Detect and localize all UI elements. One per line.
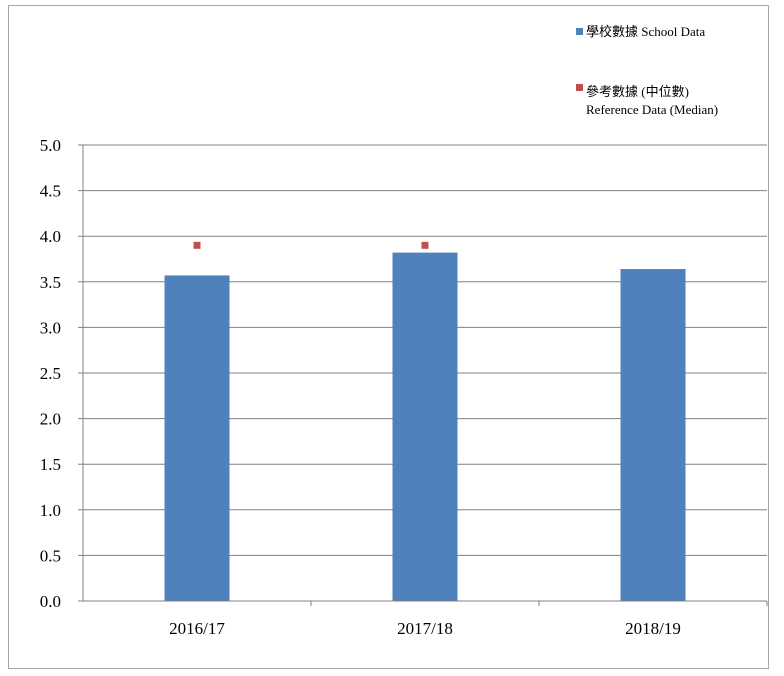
y-tick-label: 5.0 (40, 136, 61, 155)
x-tick-label: 2017/18 (397, 619, 453, 638)
bar-school-2017-18 (392, 252, 458, 601)
bar-school-2016-17 (164, 275, 230, 601)
y-tick-label: 3.0 (40, 318, 61, 337)
y-tick-label: 3.5 (40, 273, 61, 292)
legend: 學校數據 School Data 參考數據 (中位數) Reference Da… (576, 24, 718, 117)
x-tick-label: 2016/17 (169, 619, 225, 638)
y-tick-label: 1.5 (40, 455, 61, 474)
bar-school-2018-19 (620, 269, 686, 601)
y-tick-label: 2.5 (40, 364, 61, 383)
y-tick-label: 4.0 (40, 227, 61, 246)
legend-label-school: 學校數據 School Data (586, 24, 705, 39)
y-tick-label: 0.0 (40, 592, 61, 611)
x-tick-label: 2018/19 (625, 619, 681, 638)
bars (164, 252, 686, 601)
legend-label-reference-2: Reference Data (Median) (586, 102, 718, 117)
legend-label-reference: 參考數據 (中位數) (586, 84, 689, 99)
y-tick-label: 2.0 (40, 410, 61, 429)
marker-reference-2016-17 (193, 241, 201, 249)
y-axis-ticks: 0.0 0.5 1.0 1.5 2.0 2.5 3.0 3.5 4.0 4.5 5.0 (40, 136, 83, 611)
y-tick-label: 1.0 (40, 501, 61, 520)
reference-markers (193, 241, 429, 249)
x-axis-ticks: 2016/17 2017/18 2018/19 (169, 601, 768, 638)
legend-swatch-school (576, 28, 583, 35)
marker-reference-2017-18 (421, 241, 429, 249)
y-tick-label: 4.5 (40, 182, 61, 201)
legend-swatch-reference (576, 84, 583, 91)
y-tick-label: 0.5 (40, 546, 61, 565)
